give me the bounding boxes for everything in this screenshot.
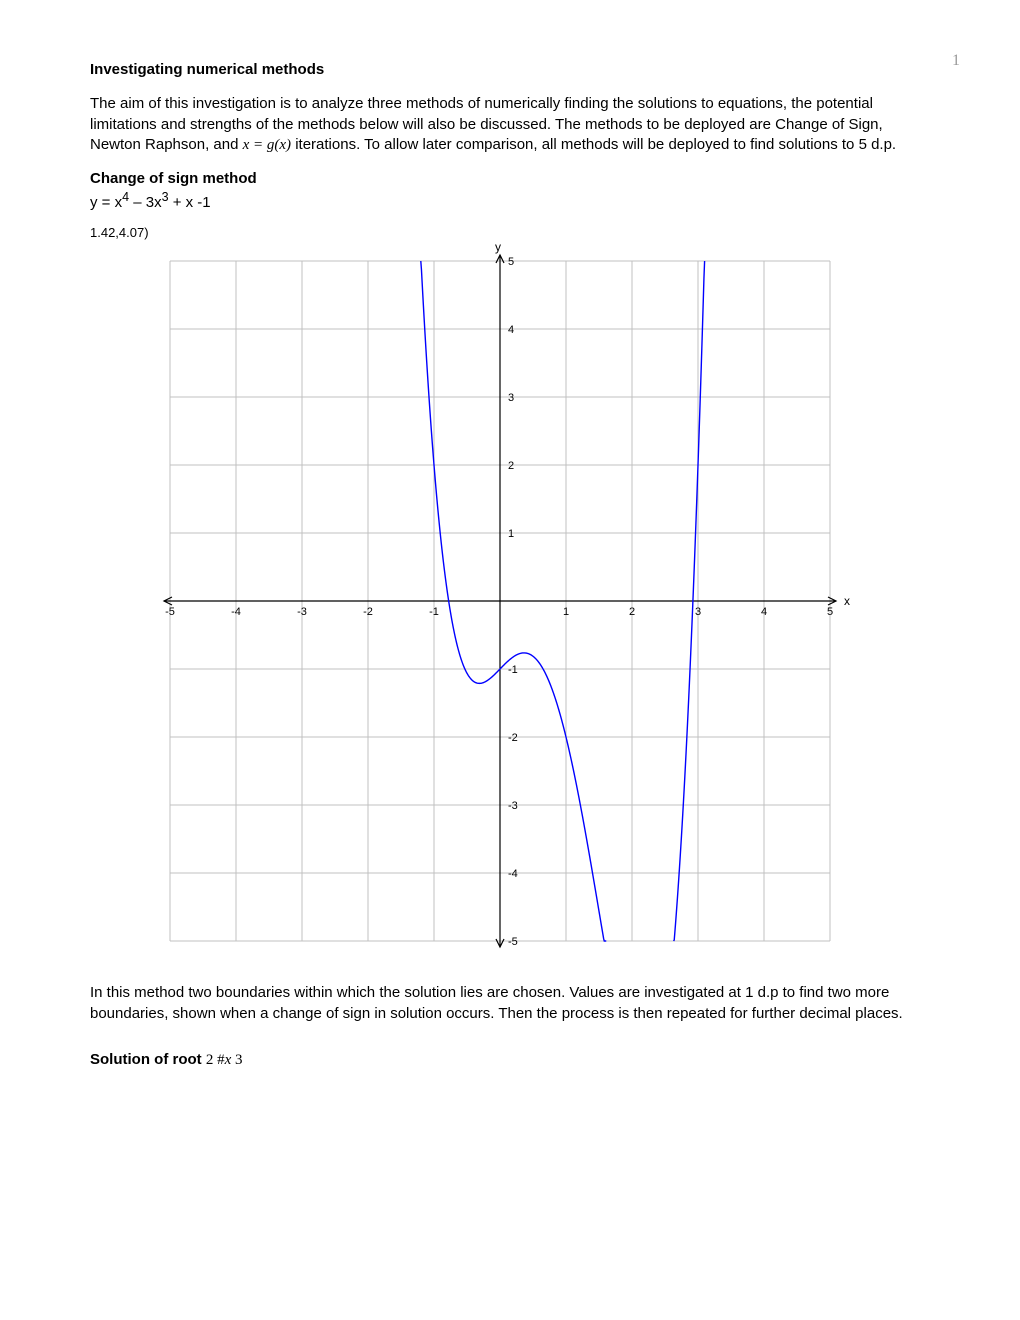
svg-text:2: 2 xyxy=(508,460,514,472)
svg-text:3: 3 xyxy=(508,392,514,404)
svg-text:1: 1 xyxy=(508,528,514,540)
page-number: 1 xyxy=(952,50,960,72)
svg-text:4: 4 xyxy=(508,324,514,336)
svg-text:-1: -1 xyxy=(429,606,439,618)
polynomial-equation: y = x4 – 3x3 + x -1 xyxy=(90,189,930,213)
svg-text:y: y xyxy=(495,241,501,254)
svg-text:-3: -3 xyxy=(297,606,307,618)
method-description: In this method two boundaries within whi… xyxy=(90,983,930,1024)
eq-seg: – 3x xyxy=(129,194,162,211)
svg-text:-5: -5 xyxy=(165,606,175,618)
svg-text:-1: -1 xyxy=(508,664,518,676)
svg-text:3: 3 xyxy=(695,606,701,618)
page-title: Investigating numerical methods xyxy=(90,60,930,80)
svg-text:-2: -2 xyxy=(508,732,518,744)
eq-seg: + x -1 xyxy=(169,194,211,211)
svg-text:5: 5 xyxy=(508,256,514,268)
eq-seg: y = x xyxy=(90,194,122,211)
intro-paragraph: The aim of this investigation is to anal… xyxy=(90,94,930,155)
intro-part2: iterations. To allow later comparison, a… xyxy=(291,136,896,153)
svg-text:x: x xyxy=(844,594,850,608)
intro-inline-equation: x = g(x) xyxy=(243,137,291,153)
svg-text:-5: -5 xyxy=(508,936,518,948)
solution-label: Solution of root xyxy=(90,1051,206,1068)
svg-text:2: 2 xyxy=(629,606,635,618)
sol-sym: # xyxy=(217,1052,225,1068)
function-chart: -5-4-3-2-112345-5-4-3-2-112345xy xyxy=(150,241,990,967)
solution-of-root: Solution of root 2 #x 3 xyxy=(90,1050,930,1070)
svg-text:5: 5 xyxy=(827,606,833,618)
svg-text:-2: -2 xyxy=(363,606,373,618)
sol-post: 3 xyxy=(231,1052,242,1068)
svg-text:-4: -4 xyxy=(508,868,518,880)
svg-text:-4: -4 xyxy=(231,606,241,618)
svg-text:4: 4 xyxy=(761,606,767,618)
sol-pre: 2 xyxy=(206,1052,217,1068)
eq-sup2: 3 xyxy=(162,190,169,204)
chart-corner-label: 1.42,4.07) xyxy=(90,224,930,242)
svg-text:-3: -3 xyxy=(508,800,518,812)
svg-text:1: 1 xyxy=(563,606,569,618)
section-heading: Change of sign method xyxy=(90,169,930,189)
